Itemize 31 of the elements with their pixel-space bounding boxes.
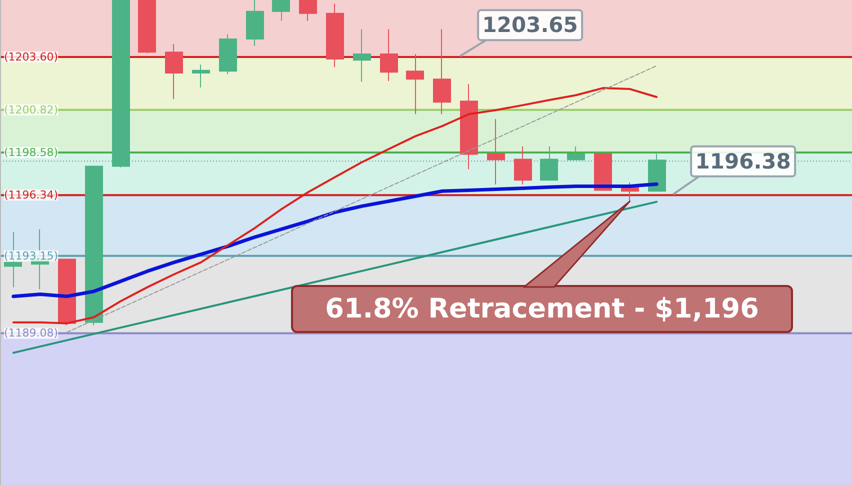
candlestick [219, 34, 237, 75]
annotation: 1196.38 [695, 149, 791, 174]
candlestick [299, 0, 317, 22]
candlestick [648, 154, 666, 192]
candlestick [353, 28, 371, 82]
annotation: 61.8% Retracement - $1,196 [325, 294, 759, 324]
candlestick [246, 0, 264, 47]
candlestick [85, 164, 103, 326]
candlestick [433, 28, 451, 115]
y-tick-label: (1196.34) [4, 188, 58, 202]
annotation: 1203.65 [482, 13, 578, 38]
candlestick [165, 44, 183, 100]
candlestick [58, 258, 76, 326]
candlestick [138, 0, 156, 54]
candlestick [112, 0, 130, 168]
candlestick [594, 154, 612, 191]
y-tick-label: (1198.58) [4, 146, 58, 160]
candlestick [567, 146, 585, 160]
candlestick [192, 64, 210, 88]
y-tick-label: (1200.82) [4, 103, 58, 116]
candlestick [272, 0, 290, 22]
candlestick [406, 54, 424, 115]
candlestick [326, 3, 344, 68]
y-tick-label: (1193.15) [4, 249, 58, 262]
candlestick [514, 146, 532, 185]
y-tick-label: (1203.60) [4, 50, 58, 64]
candlestick [487, 118, 505, 185]
candlestick [540, 146, 558, 181]
y-tick-label: (1189.08) [4, 326, 58, 340]
candlestick [460, 84, 478, 170]
candlestick [380, 28, 398, 82]
